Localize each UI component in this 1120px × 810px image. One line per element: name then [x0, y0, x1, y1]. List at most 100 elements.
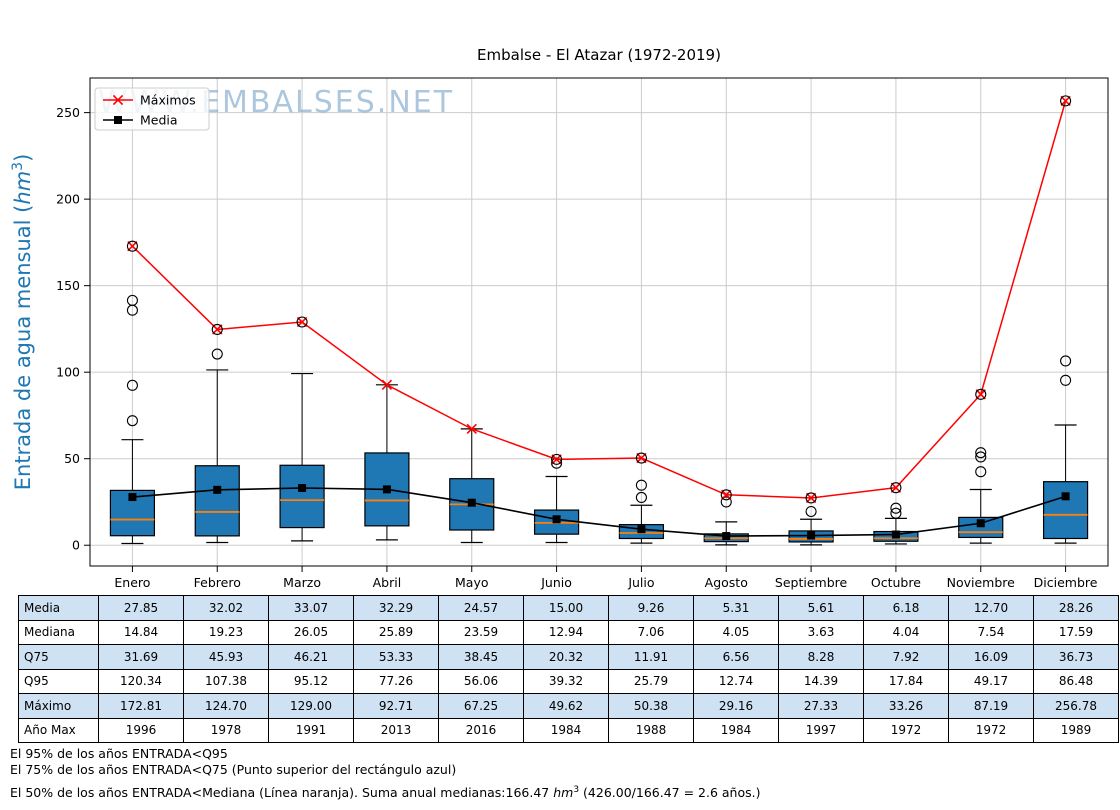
legend-square-marker — [114, 116, 122, 124]
table-cell: 12.94 — [523, 619, 609, 645]
table-cell: 4.04 — [863, 619, 949, 645]
table-cell: 256.78 — [1033, 693, 1119, 719]
table-cell: 14.39 — [778, 668, 864, 694]
table-cell: 12.74 — [693, 668, 779, 694]
max-outlier-circle — [635, 452, 647, 464]
table-cell: 7.92 — [863, 644, 949, 670]
max-outlier-circle — [551, 453, 563, 465]
table-cell: 33.26 — [863, 693, 949, 719]
outlier-marker — [126, 294, 138, 306]
x-tick-label: Junio — [540, 575, 572, 590]
media-square-marker — [722, 532, 731, 541]
table-row: Media 27.85 32.02 33.07 32.29 24.57 15.00 9.26 5… — [18, 595, 1119, 621]
outlier-marker — [635, 479, 647, 491]
y-tick-label: 200 — [56, 192, 80, 207]
table-cell: 1996 — [98, 717, 184, 743]
row-label: Mediana — [18, 619, 99, 645]
table-cell: 23.59 — [438, 619, 524, 645]
y-axis-label: Entrada de agua mensual (hm3) — [10, 154, 35, 491]
outlier-marker — [1060, 374, 1072, 386]
footnote-line: El 75% de los años ENTRADA<Q75 (Punto su… — [10, 762, 457, 777]
table-cell: 107.38 — [183, 668, 269, 694]
table-cell: 38.45 — [438, 644, 524, 670]
table-cell: 53.33 — [353, 644, 439, 670]
y-tick-label: 150 — [56, 278, 80, 293]
table-cell: 17.84 — [863, 668, 949, 694]
box-q25-q75 — [279, 464, 325, 529]
outlier-marker — [551, 457, 563, 469]
table-cell: 32.29 — [353, 595, 439, 621]
maxima-x-marker — [721, 489, 732, 500]
table-cell: 9.26 — [608, 595, 694, 621]
table-row: Año Max 1996 1978 1991 2013 2016 1984 1988 1984 1… — [18, 717, 1119, 743]
outlier-marker — [1060, 355, 1072, 367]
x-tick-label: Marzo — [283, 575, 321, 590]
maxima-x-marker — [381, 379, 393, 390]
outlier-marker — [975, 466, 987, 478]
maxima-x-marker — [1060, 95, 1071, 107]
table-cell: 6.18 — [863, 595, 949, 621]
outlier-marker — [126, 379, 138, 391]
y-tick-label: 100 — [56, 365, 80, 380]
stats-table-wrap: Media 27.85 32.02 33.07 32.29 24.57 15.00 9.26 5… — [18, 595, 1119, 743]
box-q25-q75 — [194, 465, 240, 537]
x-tick-label: Abril — [373, 575, 402, 590]
table-cell: 8.28 — [778, 644, 864, 670]
row-label: Año Max — [18, 717, 99, 743]
media-square-marker — [637, 525, 646, 534]
table-cell: 7.06 — [608, 619, 694, 645]
table-cell: 1978 — [183, 717, 269, 743]
row-label: Q75 — [18, 644, 99, 670]
table-cell: 172.81 — [98, 693, 184, 719]
media-line — [132, 487, 1066, 537]
table-cell: 4.05 — [693, 619, 779, 645]
max-outlier-circle — [296, 316, 308, 328]
table-cell: 1991 — [268, 717, 354, 743]
table-cell: 17.59 — [1033, 619, 1119, 645]
max-outlier-circle — [211, 323, 223, 335]
table-cell: 39.32 — [523, 668, 609, 694]
table-cell: 11.91 — [608, 644, 694, 670]
table-row: Q75 31.69 45.93 46.21 53.33 38.45 20.32 11.91 6.… — [18, 644, 1119, 670]
table-cell: 27.33 — [778, 693, 864, 719]
table-cell: 24.57 — [438, 595, 524, 621]
footnote-line: El 95% de los años ENTRADA<Q95 — [10, 746, 228, 761]
legend-x-marker — [112, 94, 124, 106]
table-row: Mediana 14.84 19.23 26.05 25.89 23.59 12.94 7.0… — [18, 619, 1119, 645]
table-cell: 1972 — [948, 717, 1034, 743]
media-square-marker — [552, 515, 561, 524]
table-cell: 25.79 — [608, 668, 694, 694]
table-cell: 124.70 — [183, 693, 269, 719]
footnotes: El 95% de los años ENTRADA<Q95 El 75% de … — [10, 746, 760, 801]
table-cell: 19.23 — [183, 619, 269, 645]
x-tick-label: Julio — [627, 575, 654, 590]
media-square-marker — [807, 531, 816, 540]
table-cell: 46.21 — [268, 644, 354, 670]
table-cell: 45.93 — [183, 644, 269, 670]
outlier-marker — [805, 505, 817, 518]
row-label: Q95 — [18, 668, 99, 694]
table-cell: 67.25 — [438, 693, 524, 719]
maxima-x-marker — [890, 482, 902, 493]
x-tick-label: Mayo — [455, 575, 489, 590]
x-tick-label: Noviembre — [947, 575, 1016, 590]
plot-frame — [89, 77, 1109, 567]
outlier-marker — [975, 447, 987, 459]
table-cell: 129.00 — [268, 693, 354, 719]
table-cell: 15.00 — [523, 595, 609, 621]
table-cell: 2016 — [438, 717, 524, 743]
media-square-marker — [976, 519, 985, 528]
y-tick-label: 50 — [64, 451, 80, 466]
max-outlier-circle — [975, 388, 987, 400]
y-tick-label: 250 — [56, 105, 80, 120]
table-row: Máximo 172.81 124.70 129.00 92.71 67.25 49.62 5… — [18, 693, 1119, 719]
table-cell: 29.16 — [693, 693, 779, 719]
table-cell: 36.73 — [1033, 644, 1119, 670]
x-tick-label: Febrero — [194, 575, 241, 590]
table-cell: 1997 — [778, 717, 864, 743]
maxima-x-marker — [296, 316, 308, 328]
max-outlier-circle — [720, 489, 732, 501]
table-cell: 49.17 — [948, 668, 1034, 694]
table-cell: 5.61 — [778, 595, 864, 621]
